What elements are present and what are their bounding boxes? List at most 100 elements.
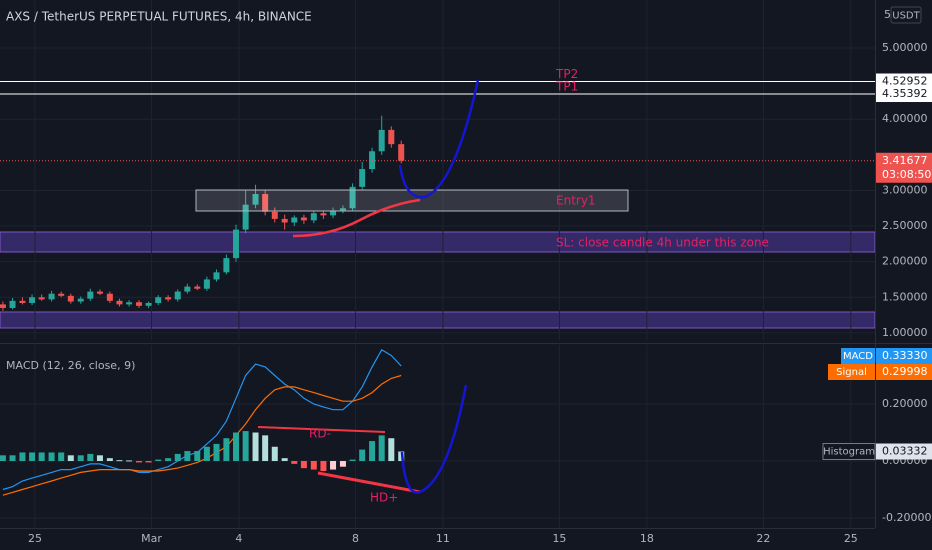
candle-body: [300, 217, 307, 221]
support-zone: [0, 311, 876, 329]
histogram-bar: [388, 438, 395, 462]
level-label: 4.52952: [882, 75, 928, 88]
y-tick-label: 0.20000: [882, 397, 928, 410]
currency-box: [890, 6, 922, 24]
candle-body: [38, 297, 45, 300]
histogram-bar: [262, 435, 269, 462]
annotation: RD-: [309, 427, 331, 441]
x-tick-label: 15: [552, 532, 566, 545]
countdown: 03:08:50: [882, 168, 931, 181]
candle-body: [339, 208, 346, 211]
candle-body: [349, 186, 356, 209]
drawings-over: AXS / TetherUS PERPETUAL FUTURES, 4h, BI…: [0, 0, 932, 529]
candle-body: [310, 213, 317, 221]
candle-body: [9, 300, 16, 308]
legend-value: 0.03332: [882, 445, 928, 458]
histogram-bar: [29, 452, 36, 462]
y-tick-label: -0.20000: [882, 511, 931, 524]
candle-body: [388, 129, 395, 145]
candle-body: [233, 229, 240, 259]
histogram-bar: [126, 460, 133, 462]
candle-body: [330, 210, 337, 216]
histogram-bar: [67, 455, 74, 462]
annotation: HD+: [370, 491, 398, 505]
legend-box: [828, 364, 875, 380]
count: 5: [884, 8, 891, 21]
histogram-bar: [320, 461, 327, 471]
axis-labels: 25 Mar 4 8 11 15 18 22 25 5.00000 4.00000 3.00000 2.…: [28, 41, 932, 545]
candle-body: [359, 169, 366, 187]
currency: USDT: [892, 11, 920, 22]
candle-body: [165, 297, 172, 300]
candle-body: [271, 211, 278, 219]
candle-body: [48, 293, 55, 300]
candle-body: [29, 297, 36, 303]
candle-body: [96, 291, 103, 294]
candle-body: [19, 300, 26, 303]
candle-body: [194, 286, 201, 289]
divergence-line: [257, 426, 386, 433]
legend-value-box: [876, 348, 932, 364]
histogram-bar: [291, 461, 298, 464]
y-tick-label: 2.50000: [882, 219, 928, 232]
candle-body: [116, 300, 123, 305]
histogram-bar: [19, 452, 26, 462]
histogram-bar: [242, 431, 249, 462]
histogram-bar: [330, 461, 337, 470]
histogram-bar: [369, 441, 376, 462]
candle-body: [126, 302, 133, 305]
y-tick-label: 5.00000: [882, 41, 928, 54]
legend-name: Signal: [836, 367, 867, 378]
candle-body: [87, 291, 94, 299]
y-tick-label: 1.50000: [882, 290, 928, 303]
projection-curve: [400, 384, 468, 494]
candle-body: [0, 304, 6, 308]
histogram-bar: [155, 459, 162, 462]
candle-body: [155, 297, 162, 303]
histogram-bar: [349, 459, 356, 462]
price-label: 3.41677: [882, 154, 928, 167]
chart-title: AXS / TetherUS PERPETUAL FUTURES, 4h, BI…: [6, 10, 312, 24]
histogram-bar: [194, 451, 201, 462]
candle-body: [174, 291, 181, 300]
histogram-bar: [58, 452, 65, 462]
legend-name: Histogram: [823, 447, 875, 458]
candle-body: [106, 293, 113, 301]
sl-label: SL: close candle 4h under this zone: [556, 236, 769, 250]
histogram-bar: [9, 455, 16, 462]
candle-body: [281, 218, 288, 223]
histogram-bar: [184, 451, 191, 462]
x-tick-label: 22: [756, 532, 770, 545]
x-tick-label: Mar: [141, 532, 162, 545]
candle-body: [320, 213, 327, 216]
candle-body: [262, 194, 269, 212]
legend-box: [822, 443, 876, 461]
histogram-bar: [116, 460, 123, 462]
divergence-line: [317, 471, 421, 494]
y-tick-label: 2.00000: [882, 255, 928, 268]
drawings-under: [0, 0, 876, 528]
legend-value-box: [876, 364, 932, 380]
candle-body: [398, 144, 405, 161]
histogram-bar: [213, 443, 220, 462]
x-tick-label: 18: [640, 532, 654, 545]
histogram-bar: [271, 446, 278, 462]
candle-body: [291, 217, 298, 223]
candle-body: [378, 129, 385, 152]
x-tick-label: 8: [352, 532, 359, 545]
histogram-bar: [96, 455, 103, 462]
candle-body: [369, 151, 376, 170]
indicator-line: [2, 348, 402, 491]
y-tick-label: 4.00000: [882, 112, 928, 125]
y-tick-label: 1.00000: [882, 326, 928, 339]
histogram-bar: [0, 455, 6, 462]
legend-value: 0.29998: [882, 365, 928, 378]
histogram-bar: [106, 458, 113, 462]
histogram-bar: [223, 438, 230, 462]
indicator-title: MACD (12, 26, close, 9): [6, 359, 135, 372]
histogram-bar: [174, 453, 181, 462]
level-name: TP2: [555, 67, 578, 81]
candle-body: [242, 204, 249, 230]
